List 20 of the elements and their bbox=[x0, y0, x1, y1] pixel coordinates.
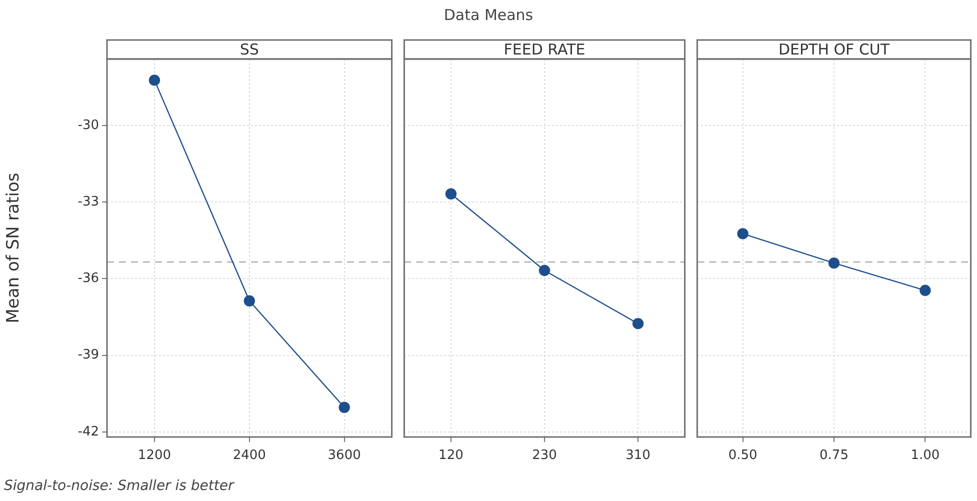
chart-title: FEED RATE bbox=[504, 40, 586, 58]
chart-title: SS bbox=[240, 40, 259, 58]
x-tick-label: 230 bbox=[532, 448, 557, 464]
x-tick-label: 310 bbox=[626, 448, 650, 464]
chart-title: DEPTH OF CUT bbox=[778, 40, 890, 58]
x-tick-label: 1.00 bbox=[910, 448, 940, 464]
x-tick-label: 2400 bbox=[232, 448, 266, 464]
text: Data Means bbox=[442, 6, 534, 24]
y-tick-label: -36 bbox=[78, 271, 99, 286]
text: Signal-to-noise: Smaller is better bbox=[4, 478, 234, 494]
x-tick-label: 3600 bbox=[328, 448, 361, 464]
x-tick-label: 0.50 bbox=[728, 448, 758, 464]
y-tick-label: -30 bbox=[78, 118, 99, 133]
x-tick-label: 120 bbox=[438, 448, 464, 464]
y-tick-label: -33 bbox=[78, 194, 99, 210]
y-tick-label: -42 bbox=[78, 424, 99, 440]
y-axis-title: Mean of SN ratios bbox=[4, 172, 24, 324]
x-tick-label: 0.75 bbox=[820, 448, 848, 464]
x-tick-label: 1200 bbox=[138, 448, 172, 464]
y-tick-label: -39 bbox=[78, 348, 99, 363]
